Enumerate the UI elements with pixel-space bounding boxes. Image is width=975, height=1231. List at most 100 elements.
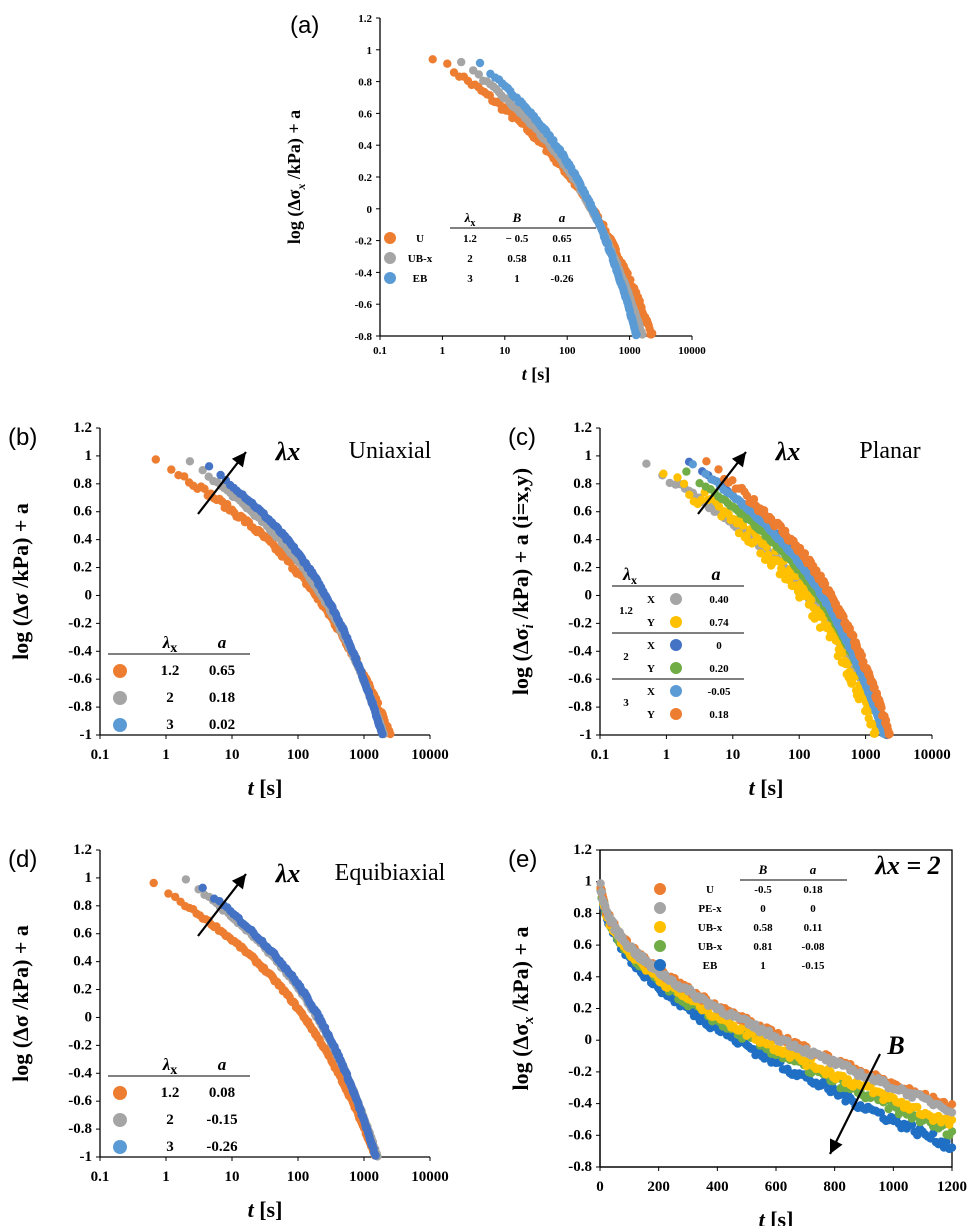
legend-marker [670, 662, 682, 674]
y-tick-label: 0.4 [573, 532, 592, 548]
y-tick-label: -0.4 [355, 267, 373, 279]
y-tick-label: 1.2 [573, 842, 592, 858]
legend-marker [113, 664, 127, 678]
legend-value: 0.81 [753, 941, 772, 953]
legend-value: 0.18 [709, 709, 729, 721]
legend-value: 3 [467, 273, 473, 285]
x-tick-label: 10000 [411, 747, 449, 763]
arrow-head [231, 874, 246, 890]
legend-value: − 0.5 [506, 233, 529, 245]
y-tick-label: -0.2 [568, 1064, 592, 1080]
series-3-Y [702, 457, 894, 739]
data-point [947, 1127, 957, 1136]
data-point [749, 495, 759, 504]
legend-marker [654, 883, 666, 895]
x-axis-label: t [s] [522, 364, 551, 384]
y-axis-label: log (Δσx /kPa) + a [284, 110, 308, 244]
data-point [167, 465, 176, 474]
x-axis-label: t [s] [759, 1207, 794, 1226]
x-tick-label: 1 [162, 1169, 170, 1185]
data-point [181, 875, 191, 884]
data-point [597, 887, 606, 896]
x-tick-label: 10 [499, 345, 511, 357]
data-point [843, 659, 852, 668]
legend-value: 1 [514, 273, 520, 285]
data-point [947, 1100, 957, 1109]
data-point [659, 469, 668, 478]
legend-value: 0.08 [209, 1085, 235, 1101]
data-point [679, 479, 689, 488]
y-tick-label: 0.6 [573, 937, 592, 953]
y-tick-label: -1 [80, 1149, 93, 1165]
legend-label: PE-x [698, 903, 722, 915]
chart-title: λx = 2 [874, 851, 940, 880]
y-tick-label: 0.6 [573, 504, 592, 520]
data-point [947, 1108, 957, 1117]
data-point [738, 521, 748, 530]
x-tick-label: 0.1 [373, 345, 387, 357]
x-tick-label: 1200 [937, 1179, 967, 1195]
panel-label-e: (e) [508, 846, 538, 873]
data-point [838, 648, 847, 658]
x-tick-label: 10000 [913, 747, 951, 763]
legend-value: -0.26 [206, 1139, 238, 1155]
legend-header: λx [622, 564, 637, 587]
legend-label: X [647, 640, 655, 652]
data-point [386, 729, 395, 739]
legend-value: 3 [166, 717, 174, 733]
data-point [820, 579, 830, 589]
x-tick-label: 10 [225, 1169, 240, 1185]
legend-label: Y [647, 663, 655, 675]
legend: λx a 1.2 X 0.40 Y 0.74 2 X 0 Y 0.20 3 X -0.05 Y 0.18 [612, 564, 744, 721]
legend-value: 2 [166, 1112, 174, 1128]
x-tick-label: 100 [559, 345, 576, 357]
legend-marker [384, 252, 396, 264]
legend-header: λx [162, 633, 178, 656]
chart-b: -1 -0.8 -0.6 -0.4 -0.2 0 0.2 0.4 0.6 0.8 1 1.2 0.1 1 1… [8, 420, 449, 800]
legend-label: UB-x [408, 253, 433, 265]
data-point [378, 729, 387, 739]
y-tick-label: -0.6 [568, 1127, 592, 1143]
legend-value: 0 [810, 903, 816, 915]
legend-value: 0.18 [803, 884, 823, 896]
legend-marker [113, 1140, 127, 1154]
panel-label-c: (c) [508, 424, 536, 451]
data-point [204, 462, 214, 471]
legend-label: X [647, 686, 655, 698]
x-axis-label: t [s] [248, 1197, 283, 1222]
legend-value: 2 [166, 690, 174, 706]
chart-a: -0.8-0.6-0.4-0.200.20.40.60.811.20.1 1 10 1… [284, 13, 706, 384]
legend-marker [654, 940, 666, 952]
y-tick-label: 0.2 [73, 560, 92, 576]
legend-label: EB [703, 960, 718, 972]
data-point [800, 549, 810, 558]
legend-header: a [218, 633, 227, 652]
x-tick-label: 100 [287, 1169, 310, 1185]
legend-marker [654, 902, 666, 914]
data-point [762, 542, 771, 552]
y-tick-label: -0.2 [68, 615, 92, 631]
legend-label: Y [647, 617, 655, 629]
legend-marker [654, 921, 666, 933]
legend-value: -0.15 [206, 1112, 237, 1128]
data-point [859, 657, 868, 667]
y-tick-label: -1 [80, 727, 93, 743]
data-point [929, 1129, 938, 1138]
panel-label-d: (d) [8, 846, 38, 873]
y-tick-label: -0.4 [568, 1096, 592, 1112]
data-point [200, 484, 209, 493]
legend-marker [113, 691, 127, 705]
data-point [216, 470, 225, 480]
x-tick-label: 0.1 [91, 747, 110, 763]
y-tick-label: -0.6 [68, 671, 92, 687]
panel-label-a: (a) [290, 12, 320, 39]
chart-c: -1 -0.8 -0.6 -0.4 -0.2 0 0.2 0.4 0.6 0.8 1 1.2 0.1 1 1… [508, 420, 951, 800]
y-tick-label: 0 [367, 204, 373, 216]
data-point [695, 479, 704, 488]
y-tick-label: 0.6 [358, 108, 372, 120]
legend-label: UB-x [698, 922, 723, 934]
data-point [198, 466, 207, 475]
y-tick-label: -0.6 [68, 1093, 92, 1109]
